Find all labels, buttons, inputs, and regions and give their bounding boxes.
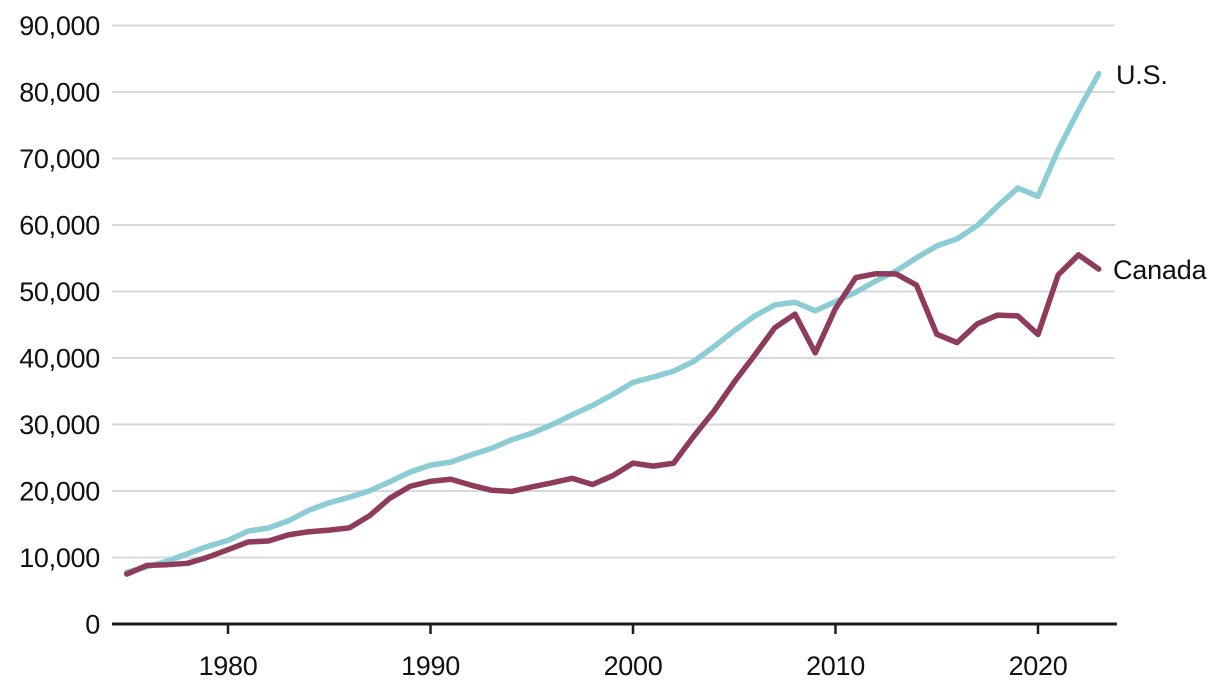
y-tick-label: 30,000 — [19, 410, 100, 440]
us-line — [124, 70, 1102, 575]
x-tick-label: 2000 — [604, 651, 663, 681]
series-label-canada: Canada — [1113, 255, 1207, 285]
y-tick-label: 70,000 — [19, 144, 100, 174]
x-tick-label: 2010 — [806, 651, 865, 681]
series-label-us: U.S. — [1116, 60, 1168, 90]
y-tick-label: 60,000 — [19, 211, 100, 241]
y-tick-label: 80,000 — [19, 78, 100, 108]
x-tick-label: 1980 — [199, 651, 258, 681]
y-tick-label: 50,000 — [19, 277, 100, 307]
y-tick-label: 10,000 — [19, 543, 100, 573]
canada-line — [124, 252, 1102, 577]
y-tick-label: 40,000 — [19, 344, 100, 374]
y-tick-label: 0 — [85, 610, 100, 640]
x-tick-label: 1990 — [401, 651, 460, 681]
x-tick-label: 2020 — [1009, 651, 1068, 681]
y-tick-label: 90,000 — [19, 11, 100, 41]
y-tick-label: 20,000 — [19, 477, 100, 507]
